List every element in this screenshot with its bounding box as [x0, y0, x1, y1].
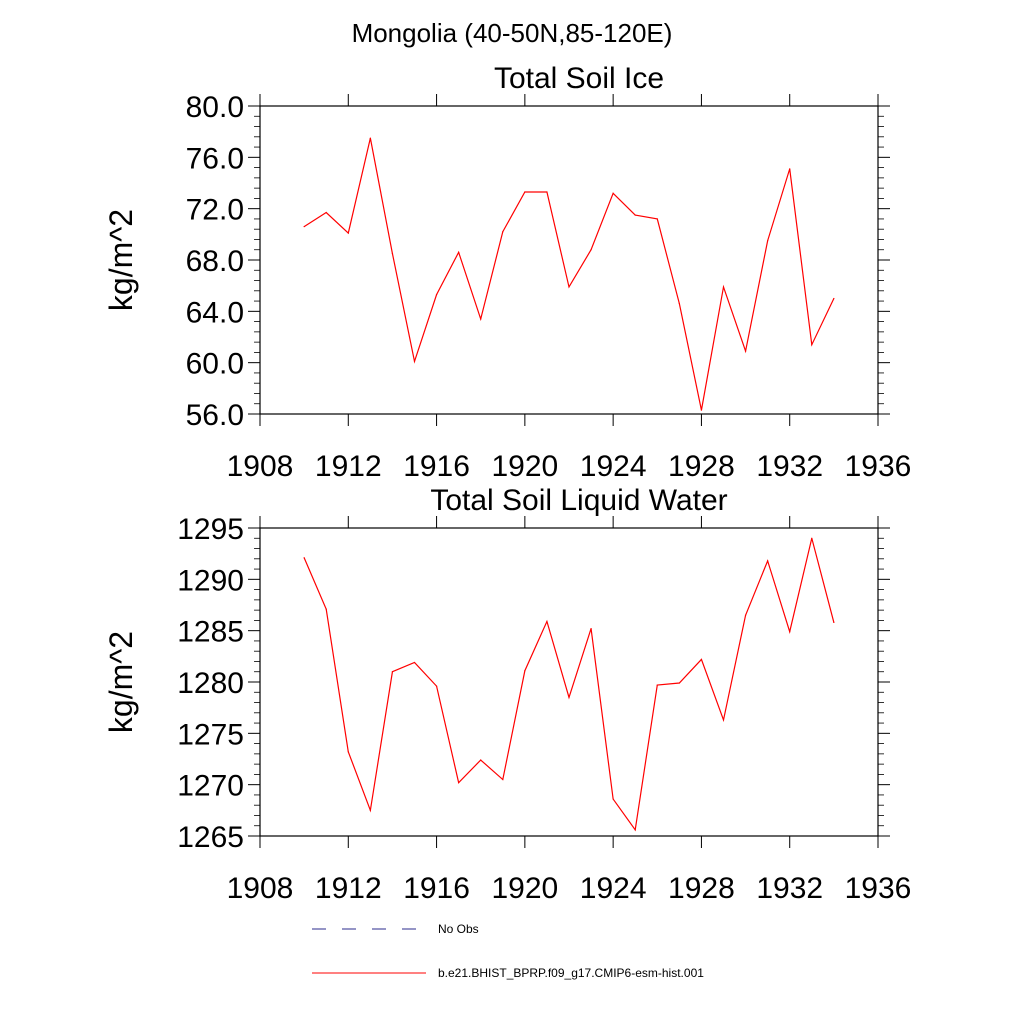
data-point — [700, 409, 703, 411]
y-tick-label: 1280 — [177, 667, 244, 700]
data-point — [502, 778, 504, 781]
data-point — [347, 232, 349, 234]
data-point — [303, 557, 305, 559]
legend-label: No Obs — [438, 922, 479, 936]
data-point — [656, 684, 658, 686]
x-tick-label: 1928 — [668, 450, 735, 483]
y-tick-label: 1270 — [177, 770, 244, 803]
x-tick-label: 1916 — [403, 872, 470, 905]
data-point — [700, 658, 703, 661]
y-tick-label: 72.0 — [186, 194, 244, 227]
y-tick-label: 80.0 — [186, 91, 244, 124]
data-point — [590, 249, 592, 251]
data-point — [568, 696, 570, 699]
data-point — [590, 628, 592, 630]
data-point — [413, 661, 416, 664]
data-point — [435, 685, 438, 687]
x-tick-label: 1920 — [491, 872, 558, 905]
data-point — [502, 231, 504, 233]
series-line — [303, 538, 835, 832]
x-tick-label: 1908 — [227, 872, 294, 905]
data-point — [767, 240, 769, 242]
data-point — [568, 286, 570, 288]
data-point — [767, 560, 769, 562]
data-point — [480, 318, 482, 320]
plot-frame — [259, 527, 879, 837]
legend-label: b.e21.BHIST_BPRP.f09_g17.CMIP6-esm-hist.… — [438, 966, 704, 980]
y-axis-label: kg/m^2 — [103, 631, 139, 733]
data-point — [369, 137, 371, 139]
data-point — [789, 631, 791, 633]
data-point — [612, 192, 614, 194]
y-axis-label: kg/m^2 — [103, 209, 139, 311]
data-point — [325, 608, 327, 610]
data-point — [303, 226, 305, 228]
x-tick-label: 1912 — [315, 450, 382, 483]
x-tick-label: 1932 — [756, 450, 823, 483]
y-tick-label: 1295 — [177, 513, 244, 546]
y-tick-label: 1275 — [177, 718, 244, 751]
data-point — [612, 798, 614, 800]
data-point — [391, 252, 394, 255]
panel-total-soil-liquid-water: Total Soil Liquid Water kg/m^2 1908 1912 191… — [103, 484, 911, 905]
y-tick-label: 68.0 — [186, 245, 244, 278]
x-tick-label: 1912 — [315, 872, 382, 905]
data-point — [833, 297, 835, 300]
x-tick-label: 1924 — [580, 872, 647, 905]
data-point — [789, 168, 791, 170]
data-point — [833, 621, 835, 624]
y-tick-label: 76.0 — [186, 142, 244, 175]
data-point — [325, 211, 327, 214]
legend: No Obs b.e21.BHIST_BPRP.f09_g17.CMIP6-esm… — [312, 922, 704, 980]
y-tick-label: 1265 — [177, 821, 244, 854]
data-point — [678, 682, 680, 684]
data-point — [744, 614, 747, 616]
data-point — [811, 344, 813, 346]
panel-title: Total Soil Liquid Water — [430, 484, 727, 517]
data-point — [391, 671, 394, 673]
data-point — [678, 303, 680, 305]
x-tick-label: 1936 — [845, 450, 912, 483]
y-tick-label: 1285 — [177, 616, 244, 649]
x-tick-label: 1928 — [668, 872, 735, 905]
data-point — [744, 350, 747, 352]
y-tick-label: 60.0 — [186, 348, 244, 381]
data-point — [347, 751, 349, 753]
data-point — [458, 251, 460, 253]
x-tick-label: 1916 — [403, 450, 470, 483]
series-line — [303, 137, 835, 411]
y-tick-label: 64.0 — [186, 296, 244, 329]
data-point — [634, 829, 636, 831]
x-tick-label: 1920 — [491, 450, 558, 483]
y-tick-label: 1290 — [177, 564, 244, 597]
data-point — [656, 218, 658, 220]
figure-title: Mongolia (40-50N,85-120E) — [352, 18, 673, 48]
data-point — [811, 537, 813, 539]
x-tick-label: 1936 — [845, 872, 912, 905]
data-point — [369, 809, 371, 811]
data-point — [722, 719, 725, 721]
plot-frame — [259, 105, 879, 415]
panel-total-soil-ice: Total Soil Ice kg/m^2 1908 1912 1916 1920 1924… — [103, 62, 911, 483]
data-point — [458, 782, 460, 784]
data-point — [524, 670, 526, 672]
data-point — [524, 191, 526, 193]
data-point — [722, 286, 725, 288]
x-tick-label: 1932 — [756, 872, 823, 905]
data-point — [634, 214, 636, 216]
y-tick-label: 56.0 — [186, 399, 244, 432]
data-point — [480, 759, 482, 761]
data-point — [546, 620, 548, 623]
x-tick-label: 1924 — [580, 450, 647, 483]
x-tick-label: 1908 — [227, 450, 294, 483]
data-point — [546, 191, 548, 193]
data-point — [435, 294, 438, 296]
data-point — [413, 360, 416, 362]
panel-title: Total Soil Ice — [494, 62, 664, 95]
